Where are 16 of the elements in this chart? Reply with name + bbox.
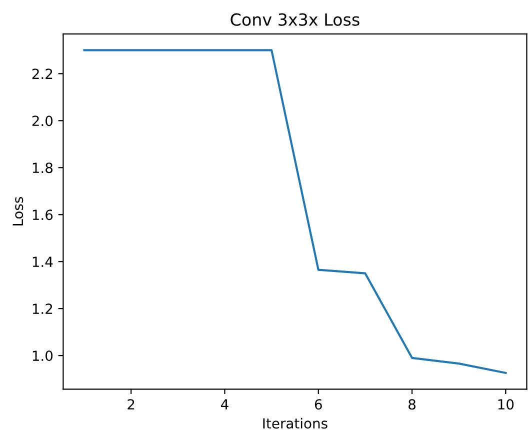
y-axis-title: Loss (12, 197, 24, 226)
x-tick-label: 4 (220, 399, 228, 410)
y-tick-label: 2.2 (32, 68, 52, 79)
x-tick-label: 6 (314, 399, 322, 410)
x-tick-label: 2 (128, 399, 134, 410)
y-tick-label: 1.4 (32, 256, 53, 267)
line-series (83, 49, 507, 374)
x-tick-label: 8 (408, 399, 416, 410)
y-tick-label: 1.0 (32, 350, 53, 362)
chart-title: Conv 3x3x Loss (230, 13, 360, 26)
y-tick-label: 1.2 (32, 304, 52, 314)
y-tick-label: 2.0 (32, 116, 53, 126)
x-tick-label: 10 (498, 399, 514, 410)
y-tick-label: 1.8 (32, 162, 53, 174)
x-axis-title: Iterations (263, 418, 328, 429)
y-tick-label: 1.6 (32, 210, 53, 220)
